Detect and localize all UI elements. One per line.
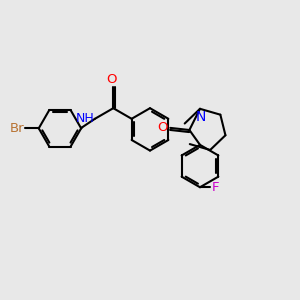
Text: N: N [195,110,206,124]
Text: O: O [158,122,168,134]
Text: NH: NH [76,112,95,125]
Text: F: F [212,181,219,194]
Text: Br: Br [10,122,25,135]
Text: O: O [106,73,117,85]
